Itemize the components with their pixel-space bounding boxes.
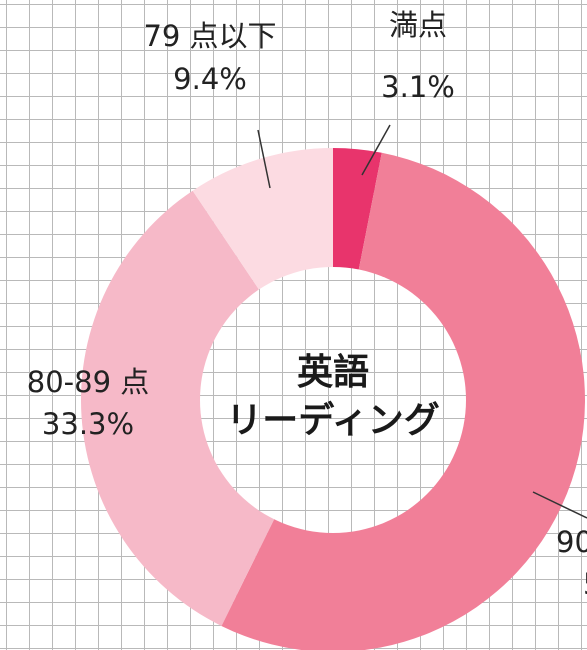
- donut-segment: [80, 190, 276, 626]
- value-label: 3.1%: [381, 70, 455, 104]
- category-label: 80-89 点: [27, 365, 150, 399]
- category-label: 79 点以下: [143, 19, 276, 53]
- value-label: 9.4%: [173, 62, 247, 96]
- donut-segment: [333, 148, 382, 273]
- leader-line: [361, 124, 391, 176]
- donut-segment: [192, 148, 333, 293]
- donut: [80, 148, 585, 650]
- center-label: リーディング: [226, 399, 439, 441]
- leader-line: [532, 491, 587, 519]
- leader-line: [257, 129, 271, 189]
- value-label: 54.2%: [583, 567, 587, 601]
- category-label: 90-99 点: [556, 525, 587, 559]
- center-label: 英語: [297, 352, 369, 393]
- value-label: 33.3%: [42, 407, 134, 441]
- donut-hole: [200, 267, 466, 533]
- donut-segment: [221, 152, 585, 650]
- category-label: 満点: [389, 8, 447, 42]
- labels: 満点 3.1% 90-99 点 54.2% 80-89 点 33.3% 79 点以下 9.4%: [27, 8, 587, 601]
